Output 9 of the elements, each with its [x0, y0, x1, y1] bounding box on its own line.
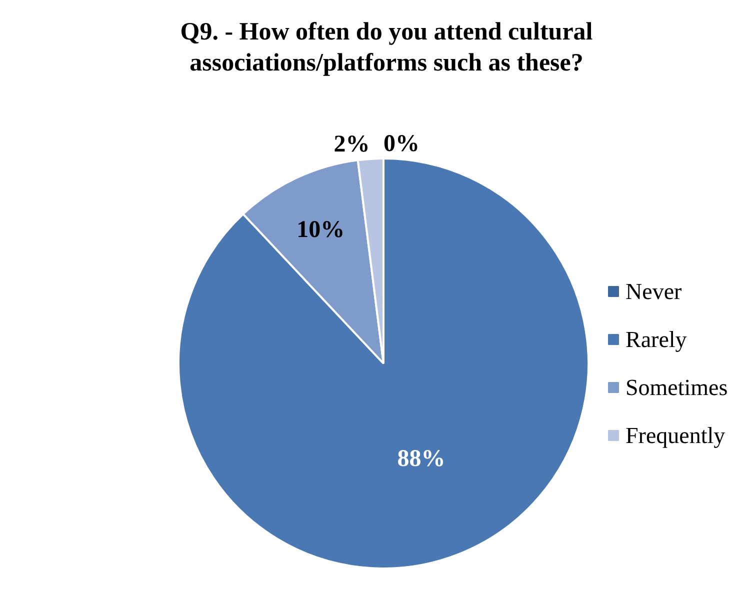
data-label: 10% — [296, 216, 345, 243]
chart-title: Q9. - How often do you attend cultural associations/platforms such as these? — [180, 18, 593, 77]
data-label: 88% — [397, 446, 446, 472]
legend-label: Rarely — [626, 327, 688, 352]
text: 0% — [384, 131, 420, 158]
data-label: 2% — [334, 132, 370, 158]
legend-label: Frequently — [626, 423, 726, 448]
legend-label: Sometimes — [626, 375, 728, 400]
legend-label: Never — [626, 279, 682, 304]
